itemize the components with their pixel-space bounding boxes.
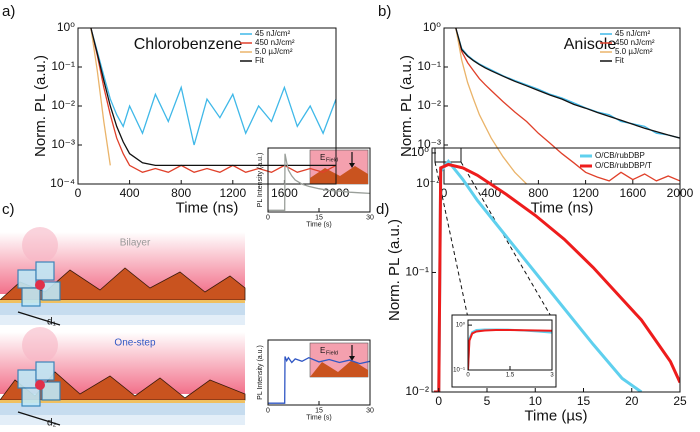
- series-line: [455, 28, 680, 139]
- x-tick-label: 400: [120, 186, 140, 200]
- plot-frame: [431, 147, 681, 393]
- scheme-bilayer: [0, 227, 246, 326]
- series-line: [90, 28, 111, 166]
- panel-label: c): [2, 201, 15, 218]
- series-line: [455, 28, 528, 184]
- series-line: [455, 28, 680, 182]
- legend-label: O/CB/rubDBP/T: [595, 161, 652, 170]
- legend-label: O/CB/rubDBP: [595, 151, 645, 160]
- x-axis-label: Time (µs): [524, 408, 587, 425]
- scheme-one-step: [0, 327, 246, 426]
- x-tick-label: 1.5: [506, 372, 515, 378]
- y-tick-label: 10⁻²: [51, 98, 75, 112]
- x-tick-label: 0: [441, 186, 448, 200]
- zoom-line: [460, 161, 553, 319]
- series-line: [433, 162, 680, 392]
- x-tick-label: 3: [550, 372, 554, 378]
- x-axis-label: Time (s): [306, 414, 331, 421]
- x-tick-label: 800: [528, 186, 548, 200]
- y-tick-label: 10⁻¹: [417, 59, 441, 73]
- series-line: [468, 329, 552, 370]
- x-tick-label: 15: [577, 394, 591, 408]
- panel-label: d): [376, 201, 389, 218]
- legend-label: 45 nJ/cm²: [615, 29, 650, 38]
- y-tick-label: 10⁻¹: [51, 59, 75, 73]
- inset-label-sub: Field: [326, 157, 338, 163]
- y-tick-label: 10⁻²: [405, 384, 429, 398]
- x-tick-label: 30: [366, 214, 374, 221]
- distance-label: d₁: [47, 317, 57, 328]
- x-tick-label: 15: [315, 407, 323, 414]
- series-group: [468, 328, 552, 370]
- series-group: [268, 153, 370, 211]
- y-tick-label: 10⁰: [411, 145, 429, 159]
- x-axis-label: Time (ns): [176, 200, 239, 217]
- x-axis-label: Time (s): [306, 221, 331, 228]
- y-axis-label: PL Intensity (a.u.): [257, 153, 264, 208]
- legend-label: 5.0 µJ/cm²: [255, 47, 293, 56]
- x-tick-label: 20: [625, 394, 639, 408]
- x-tick-label: 0: [466, 372, 470, 378]
- legend-label: 450 nJ/cm²: [255, 38, 295, 47]
- y-tick-label: 10⁰: [423, 20, 441, 34]
- x-tick-label: 0: [266, 407, 270, 414]
- annotation: Anisole: [564, 36, 617, 53]
- x-tick-label: 0: [435, 394, 442, 408]
- scheme-label: Bilayer: [120, 238, 151, 249]
- legend-label: 5.0 µJ/cm²: [615, 47, 653, 56]
- x-tick-label: 0: [266, 214, 270, 221]
- y-tick-label: 10⁻¹: [453, 368, 465, 374]
- y-axis-label: PL Intensity (a.u.): [257, 345, 264, 400]
- panel-label: a): [2, 3, 15, 20]
- inset-label: E: [320, 153, 325, 162]
- x-axis-label: Time (ns): [531, 200, 594, 217]
- x-tick-label: 25: [673, 394, 687, 408]
- annotation: Chlorobenzene: [134, 36, 243, 53]
- y-axis-label: Norm. PL (a.u.): [398, 55, 415, 157]
- x-tick-label: 5: [484, 394, 491, 408]
- y-tick-label: 10⁻¹: [405, 265, 429, 279]
- series-group: [268, 356, 370, 404]
- series-group: [455, 28, 680, 184]
- x-tick-label: 10: [529, 394, 543, 408]
- x-tick-label: 2000: [323, 186, 350, 200]
- inset-label-sub: Field: [326, 350, 338, 356]
- panel-label: b): [378, 3, 391, 20]
- y-axis-label: Norm. PL (a.u.): [32, 55, 49, 157]
- field-inset: [309, 149, 369, 378]
- series-line: [90, 28, 336, 173]
- x-tick-label: 800: [171, 186, 191, 200]
- x-tick-label: 30: [366, 407, 374, 414]
- y-tick-label: 10⁰: [57, 20, 75, 34]
- scheme-label: One-step: [114, 338, 156, 349]
- inset-label: E: [320, 346, 325, 355]
- x-tick-label: 1600: [619, 186, 646, 200]
- legend-label: Fit: [255, 56, 265, 65]
- zoom-line: [434, 161, 469, 319]
- x-tick-label: 0: [75, 186, 82, 200]
- legend-label: 450 nJ/cm²: [615, 38, 655, 47]
- series-group: [90, 28, 336, 173]
- y-tick-label: 10⁻⁴: [50, 176, 75, 190]
- y-tick-label: 10⁻²: [417, 98, 441, 112]
- y-axis-label: Norm. PL (a.u.): [386, 219, 403, 321]
- series-line: [90, 28, 336, 146]
- x-tick-label: 1200: [219, 186, 246, 200]
- distance-label: d₂: [47, 418, 57, 429]
- series-line: [90, 28, 336, 167]
- series-group: [433, 158, 680, 392]
- x-tick-label: 1200: [572, 186, 599, 200]
- series-line: [268, 356, 370, 404]
- y-tick-label: 10⁰: [456, 322, 466, 329]
- x-tick-label: 15: [315, 214, 323, 221]
- y-tick-label: 10⁻⁴: [416, 176, 441, 190]
- series-line: [268, 153, 370, 211]
- legend-label: 45 nJ/cm²: [255, 29, 290, 38]
- legend-label: Fit: [615, 56, 625, 65]
- y-tick-label: 10⁻³: [51, 137, 75, 151]
